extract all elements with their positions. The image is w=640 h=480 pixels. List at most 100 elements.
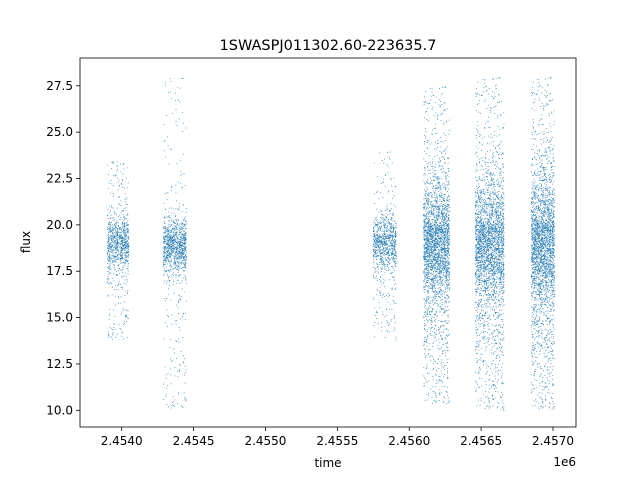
data-point: [386, 322, 388, 324]
data-point: [381, 239, 382, 241]
data-point: [125, 252, 127, 253]
data-point: [442, 248, 444, 249]
data-point: [429, 311, 431, 313]
data-point: [391, 243, 393, 245]
data-point: [434, 392, 436, 394]
data-point: [432, 187, 433, 189]
data-point: [386, 222, 388, 224]
data-point: [427, 208, 429, 210]
data-point: [123, 232, 125, 234]
data-point: [448, 247, 449, 249]
data-point: [434, 254, 436, 256]
data-point: [380, 227, 382, 229]
data-point: [446, 235, 448, 236]
data-point: [442, 236, 444, 238]
data-point: [446, 271, 448, 273]
data-point: [170, 249, 172, 251]
data-point: [434, 148, 435, 150]
data-point: [184, 239, 186, 241]
data-point: [386, 259, 387, 261]
data-point: [169, 257, 171, 259]
data-point: [441, 231, 443, 233]
data-point: [432, 269, 433, 271]
data-point: [428, 282, 430, 283]
data-point: [179, 244, 181, 246]
data-point: [377, 244, 378, 246]
data-point: [109, 228, 110, 229]
data-point: [430, 209, 432, 211]
data-point: [434, 283, 436, 285]
data-point: [443, 238, 445, 239]
data-point: [439, 328, 441, 330]
data-point: [176, 247, 178, 249]
data-point: [373, 203, 375, 204]
data-point: [108, 234, 109, 235]
data-point: [437, 226, 439, 228]
data-point: [182, 222, 184, 224]
data-point: [373, 244, 375, 245]
data-point: [441, 277, 443, 278]
data-point: [112, 237, 114, 239]
data-point: [446, 343, 448, 345]
data-point: [391, 162, 393, 164]
data-point: [178, 245, 180, 247]
data-point: [432, 259, 434, 261]
data-point: [435, 239, 437, 241]
data-point: [125, 272, 127, 274]
data-point: [167, 234, 169, 236]
data-point: [448, 133, 450, 135]
data-point: [107, 228, 109, 230]
data-point: [444, 301, 446, 302]
data-point: [447, 249, 449, 251]
data-point: [426, 311, 428, 313]
data-point: [167, 240, 169, 241]
data-point: [114, 249, 116, 251]
data-point: [164, 366, 166, 368]
data-point: [164, 252, 166, 254]
data-point: [441, 308, 443, 310]
data-point: [119, 235, 120, 237]
data-point: [446, 279, 447, 281]
data-point: [439, 165, 441, 167]
data-point: [426, 246, 428, 248]
data-point: [372, 251, 374, 253]
data-point: [381, 252, 383, 254]
data-point: [178, 282, 180, 284]
data-point: [442, 219, 444, 221]
data-point: [436, 254, 437, 256]
data-point: [430, 328, 432, 330]
data-point: [424, 160, 426, 162]
data-point: [448, 232, 450, 234]
data-point: [429, 333, 431, 335]
data-point: [394, 258, 396, 260]
data-point: [424, 102, 426, 104]
data-point: [170, 224, 172, 226]
data-point: [430, 228, 432, 230]
data-point: [445, 337, 447, 339]
data-point: [117, 264, 119, 266]
data-point: [183, 254, 184, 255]
data-point: [427, 275, 428, 277]
data-point: [173, 348, 175, 350]
data-point: [163, 246, 165, 248]
data-point: [431, 264, 433, 266]
data-point: [425, 285, 427, 286]
data-point: [392, 257, 394, 259]
data-point: [436, 217, 438, 219]
data-point: [182, 256, 184, 257]
data-point: [427, 313, 429, 315]
data-point: [110, 217, 112, 219]
data-point: [375, 231, 377, 233]
data-point: [429, 183, 431, 185]
data-point: [115, 222, 117, 223]
data-point: [425, 256, 427, 258]
data-point: [430, 237, 432, 239]
data-point: [183, 256, 185, 258]
data-point: [436, 154, 438, 156]
data-point: [115, 225, 116, 227]
data-point: [391, 226, 392, 228]
data-point: [438, 209, 440, 211]
data-point: [388, 331, 390, 333]
data-point: [383, 235, 385, 237]
data-point: [183, 218, 185, 220]
